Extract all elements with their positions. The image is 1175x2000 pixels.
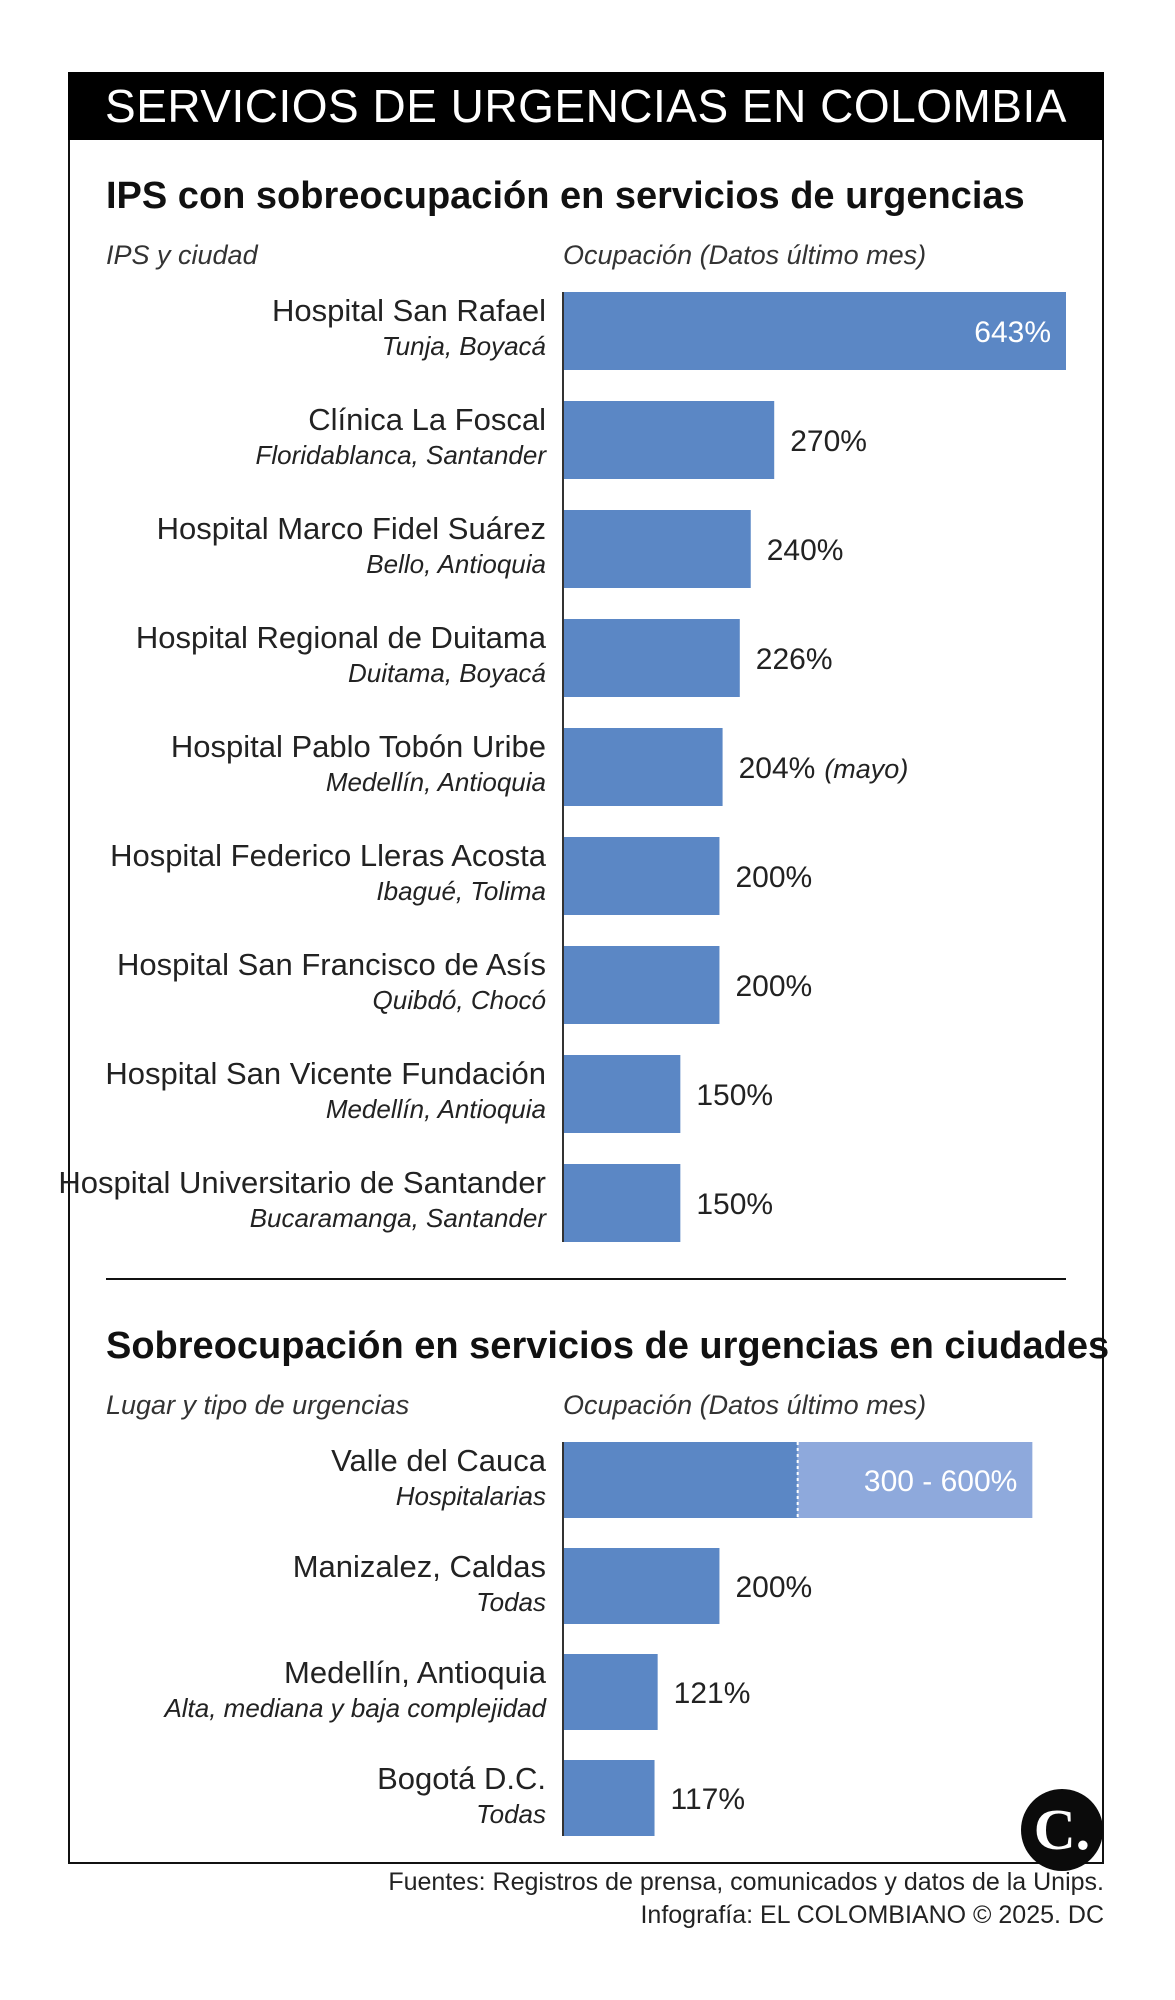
bar bbox=[563, 1760, 655, 1836]
chart-title: IPS con sobreocupación en servicios de u… bbox=[106, 175, 1025, 217]
chart-ips: IPS con sobreocupación en servicios de u… bbox=[58, 175, 1066, 1242]
category-sublabel: Floridablanca, Santander bbox=[255, 440, 547, 470]
category-sublabel: Medellín, Antioquia bbox=[326, 1094, 546, 1124]
category-label: Hospital San Rafael bbox=[272, 293, 546, 328]
bar bbox=[563, 946, 720, 1024]
value-label: 643% bbox=[974, 316, 1051, 349]
footer-sources: Fuentes: Registros de prensa, comunicado… bbox=[388, 1868, 1104, 1896]
bar bbox=[563, 1548, 720, 1624]
label-column-header: IPS y ciudad bbox=[106, 240, 259, 270]
category-label: Hospital Pablo Tobón Uribe bbox=[171, 729, 546, 764]
category-label: Valle del Cauca bbox=[331, 1443, 547, 1478]
bar bbox=[563, 1654, 658, 1730]
value-label: 200% bbox=[735, 970, 812, 1003]
value-column-header: Ocupación (Datos último mes) bbox=[563, 1390, 926, 1420]
category-label: Hospital San Vicente Fundación bbox=[105, 1056, 546, 1091]
value-label: 226% bbox=[756, 643, 833, 676]
category-label: Manizalez, Caldas bbox=[293, 1549, 546, 1584]
category-sublabel: Medellín, Antioquia bbox=[326, 767, 546, 797]
footer-credit: Infografía: EL COLOMBIANO © 2025. DC bbox=[640, 1901, 1104, 1929]
banner-title: SERVICIOS DE URGENCIAS EN COLOMBIA bbox=[68, 72, 1104, 140]
bar bbox=[563, 837, 720, 915]
bar-range-extension bbox=[797, 1442, 1033, 1518]
bar bbox=[563, 401, 775, 479]
category-label: Hospital San Francisco de Asís bbox=[117, 947, 546, 982]
category-sublabel: Ibagué, Tolima bbox=[376, 876, 546, 906]
value-label: 117% bbox=[671, 1783, 746, 1816]
value-label: 150% bbox=[696, 1079, 773, 1112]
value-label: 240% bbox=[767, 534, 844, 567]
category-sublabel: Quibdó, Chocó bbox=[373, 985, 546, 1015]
category-label: Bogotá D.C. bbox=[377, 1761, 546, 1796]
category-sublabel: Duitama, Boyacá bbox=[348, 658, 546, 688]
bar bbox=[563, 619, 740, 697]
category-label: Medellín, Antioquia bbox=[284, 1655, 547, 1690]
value-label: 300 - 600% bbox=[864, 1465, 1017, 1498]
value-label: 200% bbox=[735, 861, 812, 894]
category-label: Hospital Marco Fidel Suárez bbox=[157, 511, 546, 546]
value-label: 270% bbox=[790, 425, 867, 458]
bar bbox=[563, 1164, 681, 1242]
category-sublabel: Todas bbox=[476, 1587, 546, 1617]
value-label: 121% bbox=[674, 1677, 751, 1710]
category-sublabel: Alta, mediana y baja complejidad bbox=[162, 1693, 547, 1723]
bar bbox=[563, 1055, 681, 1133]
category-label: Clínica La Foscal bbox=[308, 402, 546, 437]
category-sublabel: Bello, Antioquia bbox=[366, 549, 546, 579]
value-note: (mayo) bbox=[824, 754, 908, 784]
chart-title: Sobreocupación en servicios de urgencias… bbox=[106, 1325, 1109, 1367]
value-column-header: Ocupación (Datos último mes) bbox=[563, 240, 926, 270]
category-label: Hospital Federico Lleras Acosta bbox=[110, 838, 547, 873]
category-sublabel: Tunja, Boyacá bbox=[382, 331, 546, 361]
value-label: 150% bbox=[696, 1188, 773, 1221]
bar bbox=[563, 728, 723, 806]
category-sublabel: Bucaramanga, Santander bbox=[250, 1203, 548, 1233]
category-label: Hospital Regional de Duitama bbox=[136, 620, 547, 655]
el-colombiano-logo: C. bbox=[1021, 1789, 1103, 1871]
category-label: Hospital Universitario de Santander bbox=[58, 1165, 546, 1200]
bar bbox=[563, 292, 1066, 370]
value-label: 200% bbox=[735, 1571, 812, 1604]
bar bbox=[563, 510, 751, 588]
bar bbox=[563, 1442, 798, 1518]
category-sublabel: Hospitalarias bbox=[396, 1481, 546, 1511]
footer: Fuentes: Registros de prensa, comunicado… bbox=[388, 1866, 1104, 1932]
label-column-header: Lugar y tipo de urgencias bbox=[106, 1390, 409, 1420]
value-label: 204% bbox=[739, 752, 816, 785]
chart-ciudades: Sobreocupación en servicios de urgencias… bbox=[106, 1325, 1109, 1836]
category-sublabel: Todas bbox=[476, 1799, 546, 1829]
